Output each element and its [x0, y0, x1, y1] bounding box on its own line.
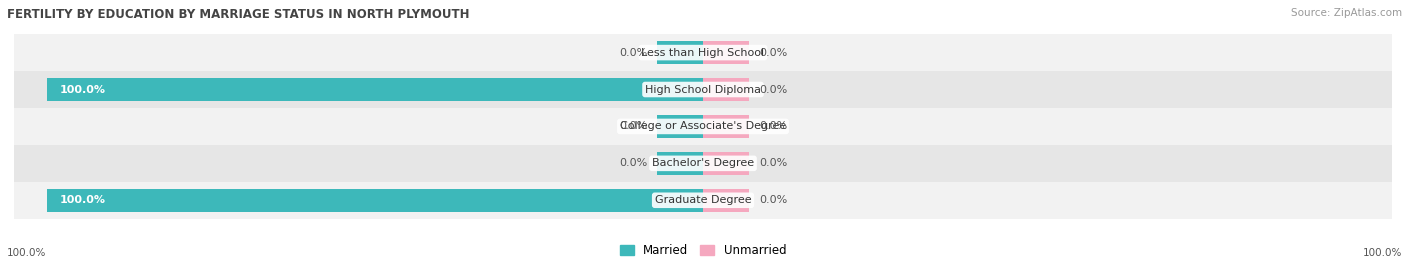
- Text: Less than High School: Less than High School: [641, 48, 765, 58]
- Bar: [14, 34, 1392, 71]
- Text: High School Diploma: High School Diploma: [645, 84, 761, 94]
- Text: FERTILITY BY EDUCATION BY MARRIAGE STATUS IN NORTH PLYMOUTH: FERTILITY BY EDUCATION BY MARRIAGE STATU…: [7, 8, 470, 21]
- Text: 0.0%: 0.0%: [619, 158, 647, 168]
- Legend: Married, Unmarried: Married, Unmarried: [614, 239, 792, 262]
- Text: 0.0%: 0.0%: [759, 48, 787, 58]
- Text: Source: ZipAtlas.com: Source: ZipAtlas.com: [1291, 8, 1402, 18]
- Text: Bachelor's Degree: Bachelor's Degree: [652, 158, 754, 168]
- Bar: [703, 41, 749, 64]
- Text: 100.0%: 100.0%: [1362, 248, 1402, 258]
- Text: 0.0%: 0.0%: [759, 84, 787, 94]
- Text: 0.0%: 0.0%: [619, 121, 647, 132]
- Bar: [703, 189, 749, 212]
- Text: 0.0%: 0.0%: [759, 158, 787, 168]
- Text: 0.0%: 0.0%: [619, 48, 647, 58]
- Text: College or Associate's Degree: College or Associate's Degree: [620, 121, 786, 132]
- Text: 0.0%: 0.0%: [759, 195, 787, 205]
- Bar: [14, 145, 1392, 182]
- Bar: [657, 152, 703, 175]
- Bar: [657, 41, 703, 64]
- Text: Graduate Degree: Graduate Degree: [655, 195, 751, 205]
- Bar: [703, 78, 749, 101]
- Bar: [14, 71, 1392, 108]
- Text: 100.0%: 100.0%: [7, 248, 46, 258]
- Text: 100.0%: 100.0%: [60, 195, 105, 205]
- Text: 0.0%: 0.0%: [759, 121, 787, 132]
- Bar: [46, 78, 703, 101]
- Bar: [14, 108, 1392, 145]
- Text: 100.0%: 100.0%: [60, 84, 105, 94]
- Bar: [703, 152, 749, 175]
- Bar: [703, 115, 749, 138]
- Bar: [46, 189, 703, 212]
- Bar: [14, 182, 1392, 219]
- Bar: [657, 115, 703, 138]
